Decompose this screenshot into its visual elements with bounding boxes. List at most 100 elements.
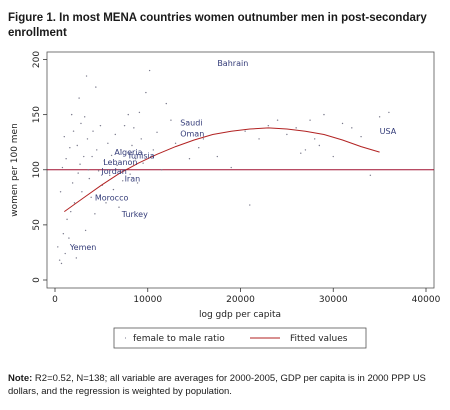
- scatter-point: [170, 119, 172, 121]
- scatter-point: [267, 124, 270, 127]
- x-tick-label: 10000: [133, 295, 162, 305]
- scatter-point: [96, 149, 98, 151]
- chart-container: Bahrain Saudi Oman USA Algeria Tunisia Lebanon…: [0, 46, 450, 366]
- scatter-point: [58, 259, 61, 261]
- scatter-point: [174, 142, 177, 144]
- scatter-point: [198, 147, 200, 149]
- scatter-point: [105, 202, 107, 204]
- scatter-point: [118, 206, 120, 208]
- scatter-point: [97, 170, 100, 172]
- scatter-point: [94, 213, 96, 215]
- scatter-point: [76, 144, 78, 147]
- x-tick-label: 30000: [319, 295, 348, 305]
- scatter-point: [136, 182, 139, 184]
- scatter-point: [69, 147, 71, 149]
- scatter-point: [87, 169, 90, 171]
- scatter-point: [103, 160, 105, 162]
- scatter-point: [142, 162, 144, 164]
- country-label: Turkey: [121, 210, 148, 219]
- scatter-point: [249, 204, 251, 206]
- scatter-point: [300, 152, 302, 154]
- scatter-point: [75, 257, 78, 259]
- scatter-point: [258, 138, 260, 140]
- scatter-point: [332, 155, 334, 158]
- scatter-point: [123, 124, 126, 127]
- scatter-point: [86, 138, 89, 140]
- scatter-point: [369, 174, 372, 176]
- scatter-point: [79, 163, 81, 165]
- country-label: Oman: [180, 129, 204, 138]
- scatter-point: [112, 188, 115, 191]
- scatter-point: [60, 262, 63, 265]
- note-text: R2=0.52, N=138; all variable are average…: [8, 373, 426, 397]
- fitted-line-layer: [64, 127, 380, 213]
- country-label: USA: [380, 127, 397, 136]
- scatter-point: [202, 138, 205, 140]
- scatter-point: [65, 158, 67, 160]
- scatter-point: [295, 127, 297, 129]
- scatter-point: [107, 142, 109, 144]
- y-tick-label: 200: [32, 51, 42, 68]
- scatter-point: [63, 135, 65, 138]
- scatter-point: [64, 252, 66, 255]
- scatter-point: [70, 210, 72, 213]
- scatter-point: [110, 154, 113, 157]
- legend: female to male ratio Fitted values: [113, 327, 367, 349]
- scatter-point: [62, 232, 65, 235]
- scatter-point: [318, 144, 321, 147]
- scatter-point: [70, 113, 73, 116]
- scatter-point: [230, 166, 232, 169]
- scatter-point: [84, 229, 87, 232]
- scatter-point: [216, 155, 219, 158]
- scatter-point: [83, 116, 86, 118]
- scatter-point: [156, 131, 158, 133]
- scatter-point: [57, 246, 59, 248]
- scatter-point: [309, 119, 311, 121]
- x-axis-label: log gdp per capita: [199, 310, 281, 320]
- fitted-values-line: [64, 127, 380, 213]
- country-label: Lebanon: [103, 158, 137, 167]
- scatter-point: [160, 169, 163, 171]
- scatter-point: [114, 133, 116, 136]
- scatter-point: [72, 130, 75, 132]
- scatter-point: [378, 116, 381, 118]
- country-label: Bahrain: [217, 59, 248, 68]
- scatter-point: [83, 155, 85, 158]
- scatter-point: [133, 127, 135, 129]
- figure-title: Figure 1. In most MENA countries women o…: [8, 12, 427, 39]
- country-label: Saudi: [180, 118, 202, 127]
- scatter-point: [360, 135, 362, 138]
- legend-label-scatter: female to male ratio: [133, 334, 225, 344]
- scatter-point: [81, 191, 83, 193]
- scatter-point: [131, 144, 133, 147]
- legend-label-fitted: Fitted values: [290, 334, 348, 344]
- scatter-point: [77, 172, 79, 174]
- scatter-point: [127, 113, 129, 116]
- scatter-point: [152, 149, 155, 151]
- scatter-point: [148, 69, 151, 72]
- scatter-point: [314, 138, 316, 140]
- x-tick-label: 20000: [226, 295, 255, 305]
- scatter-point: [122, 180, 124, 182]
- scatter-point: [92, 130, 94, 132]
- scatter-point: [140, 138, 142, 140]
- country-label: Tunisia: [126, 151, 154, 160]
- y-tick-label: 50: [32, 219, 42, 231]
- scatter-point: [85, 75, 88, 77]
- scatter-point: [276, 119, 279, 121]
- country-label: Algeria: [114, 148, 142, 157]
- country-label: Morocco: [95, 193, 129, 202]
- scatter-point: [95, 86, 97, 88]
- scatter-point: [134, 158, 137, 160]
- scatter-point: [61, 166, 64, 169]
- scatter-point: [88, 177, 91, 180]
- country-label: Yemen: [69, 243, 97, 252]
- scatter-point: [66, 218, 68, 221]
- scatter-point: [71, 182, 74, 184]
- scatter-point: [304, 149, 307, 151]
- scatter-point: [120, 149, 122, 151]
- scatter-point: [59, 191, 62, 193]
- scatter-point: [91, 155, 93, 158]
- scatter-point: [116, 164, 118, 167]
- country-label: Jordan: [100, 167, 126, 176]
